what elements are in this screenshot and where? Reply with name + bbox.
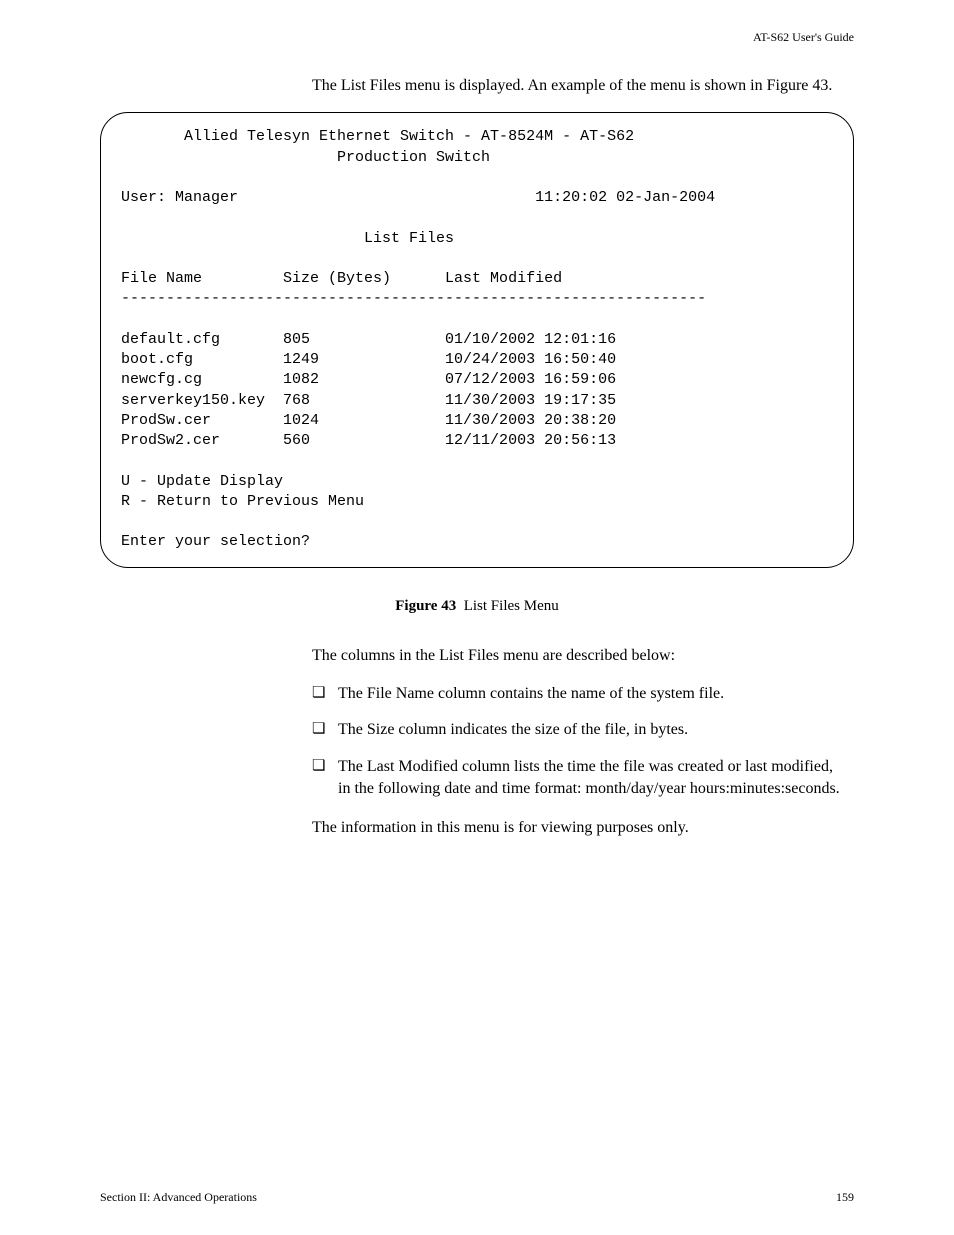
bullet-list: The File Name column contains the name o… — [312, 683, 844, 801]
footer-page-number: 159 — [836, 1190, 854, 1205]
columns-description: The columns in the List Files menu are d… — [312, 645, 844, 667]
intro-paragraph: The List Files menu is displayed. An exa… — [312, 75, 844, 97]
figure-label: Figure 43 — [395, 598, 456, 614]
list-item: The File Name column contains the name o… — [312, 683, 844, 705]
figure-title: List Files Menu — [464, 598, 559, 614]
list-item: The Last Modified column lists the time … — [312, 756, 844, 801]
figure-caption: Figure 43 List Files Menu — [100, 598, 854, 615]
footer-section: Section II: Advanced Operations — [100, 1190, 257, 1205]
list-item: The Size column indicates the size of th… — [312, 719, 844, 741]
closing-paragraph: The information in this menu is for view… — [312, 817, 844, 839]
terminal-screen: Allied Telesyn Ethernet Switch - AT-8524… — [100, 112, 854, 567]
page-footer: Section II: Advanced Operations 159 — [100, 1190, 854, 1205]
page: AT-S62 User's Guide The List Files menu … — [0, 0, 954, 1235]
header-guide: AT-S62 User's Guide — [100, 30, 854, 45]
